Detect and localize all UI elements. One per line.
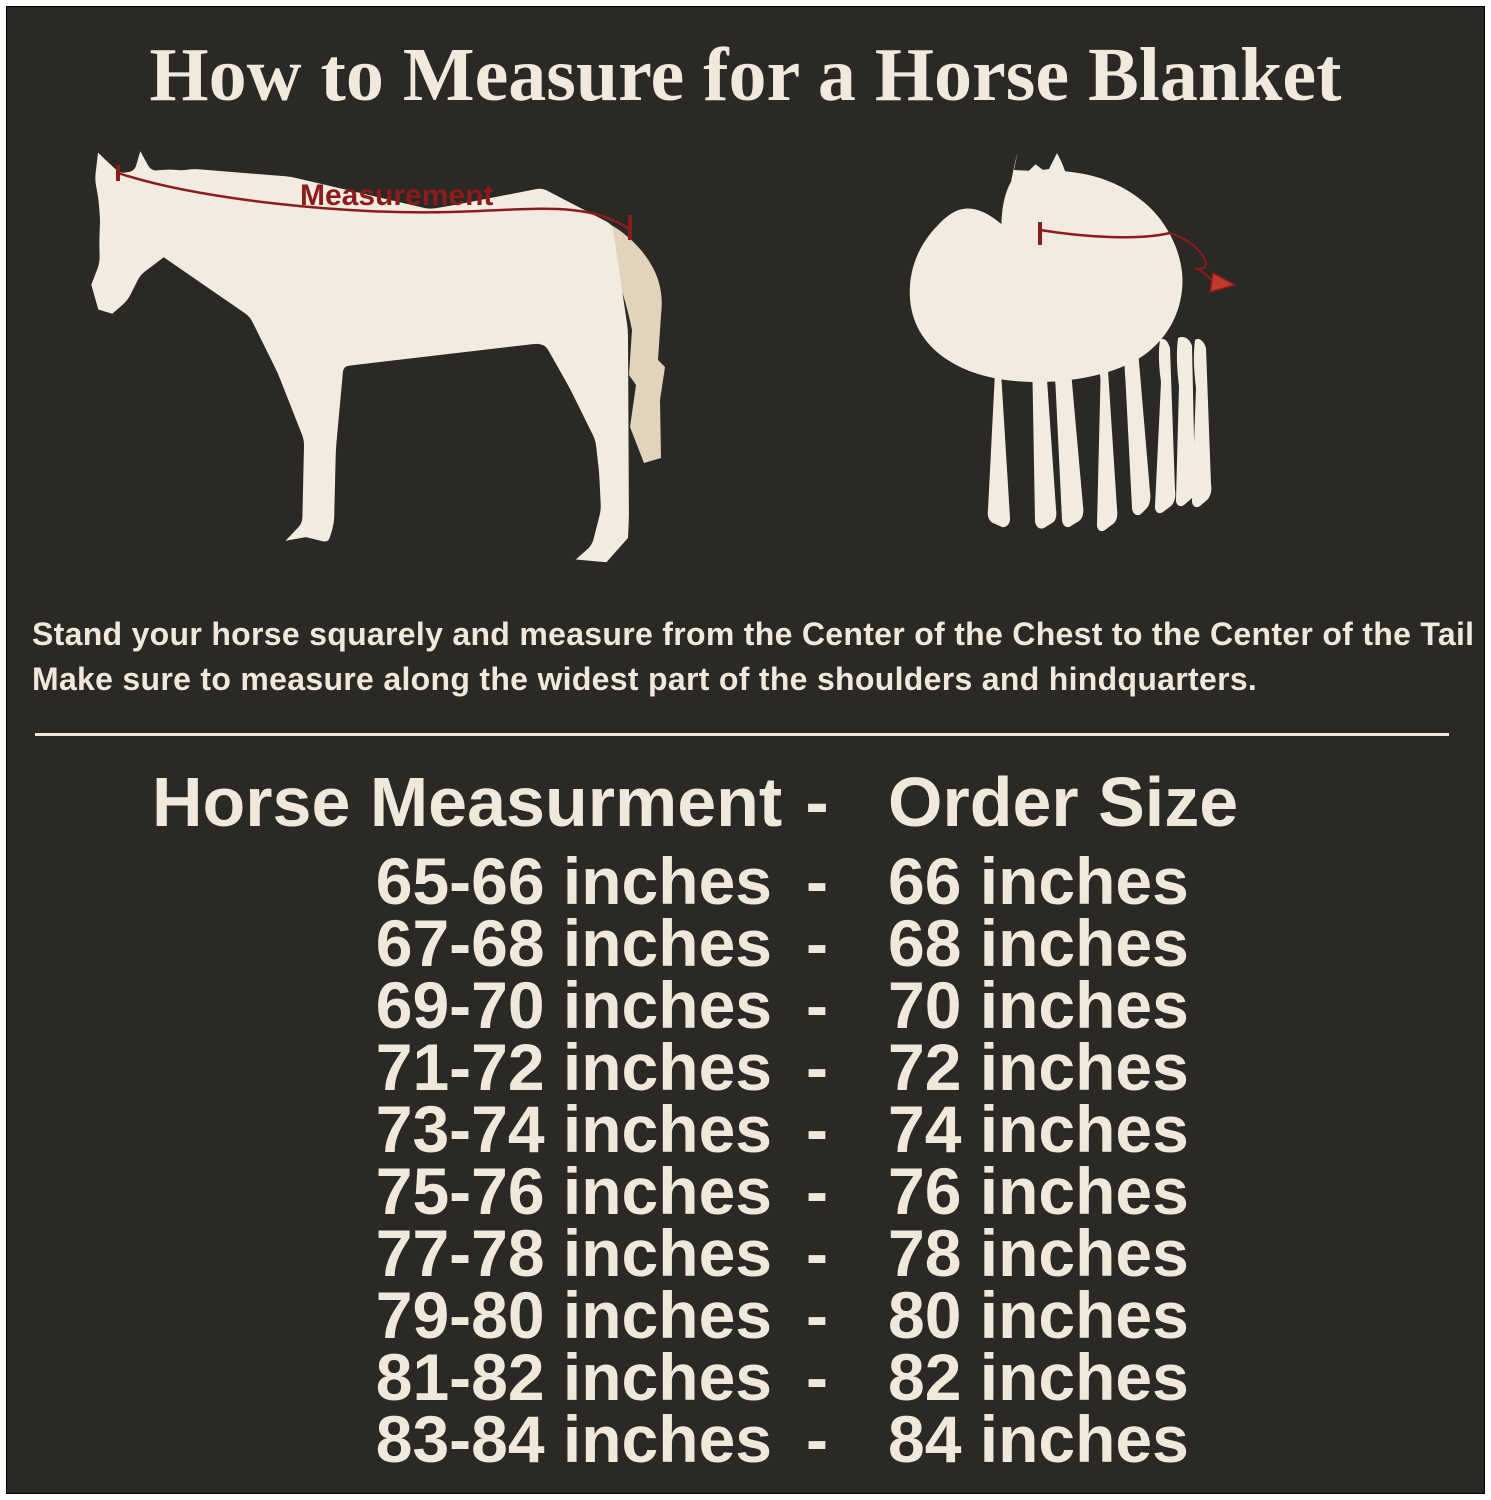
svg-text:Measurement: Measurement (300, 179, 493, 212)
